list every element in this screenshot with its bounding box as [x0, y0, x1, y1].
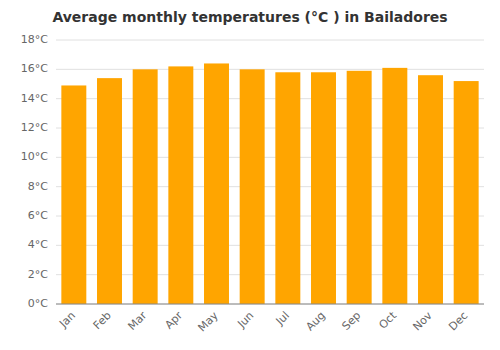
x-tick-label: Jul	[273, 309, 292, 328]
bar	[97, 78, 122, 304]
bar	[240, 69, 265, 304]
bar	[275, 72, 300, 304]
y-tick-label: 10°C	[21, 150, 48, 163]
bar	[61, 85, 86, 304]
grid-line	[56, 40, 484, 41]
x-axis: Jan Feb Mar Apr May Jun Jul Aug Sep Oct Nov Dec	[56, 309, 470, 335]
x-tick-label: Feb	[91, 309, 114, 332]
bar	[454, 81, 479, 304]
x-tick-label: Apr	[162, 309, 185, 332]
chart: Average monthly temperatures (°C ) in Ba…	[0, 0, 500, 350]
x-tick-label: Jan	[56, 309, 78, 331]
y-tick-label: 4°C	[28, 238, 48, 251]
y-tick-label: 6°C	[28, 209, 48, 222]
x-tick-label: May	[195, 309, 221, 335]
y-tick-label: 18°C	[21, 33, 48, 46]
y-tick-label: 0°C	[28, 297, 48, 310]
title: Average monthly temperatures (°C ) in Ba…	[52, 9, 447, 25]
y-tick-label: 14°C	[21, 92, 48, 105]
bar	[311, 72, 336, 304]
bar	[168, 66, 193, 304]
x-tick-label: Oct	[376, 309, 399, 332]
grid-line	[56, 304, 484, 305]
bar	[347, 71, 372, 304]
bars	[61, 63, 478, 304]
y-tick-label: 8°C	[28, 180, 48, 193]
bar	[133, 69, 158, 304]
x-tick-label: Dec	[446, 309, 470, 333]
bar	[204, 63, 229, 304]
y-tick-label: 12°C	[21, 121, 48, 134]
bar	[418, 75, 443, 304]
y-axis: 0°C 2°C 4°C 6°C 8°C 10°C 12°C 14°C 16°C 18°C	[21, 33, 48, 310]
grid-line	[56, 69, 484, 70]
grid	[56, 40, 484, 304]
x-axis-line	[56, 304, 484, 305]
x-tick-label: Mar	[126, 309, 150, 333]
x-tick-label: Sep	[340, 309, 364, 333]
y-tick-label: 16°C	[21, 62, 48, 75]
x-tick-label: Nov	[410, 309, 435, 334]
y-tick-label: 2°C	[28, 268, 48, 281]
x-tick-label: Aug	[303, 309, 327, 333]
bar	[382, 68, 407, 304]
x-tick-label: Jun	[234, 309, 256, 331]
